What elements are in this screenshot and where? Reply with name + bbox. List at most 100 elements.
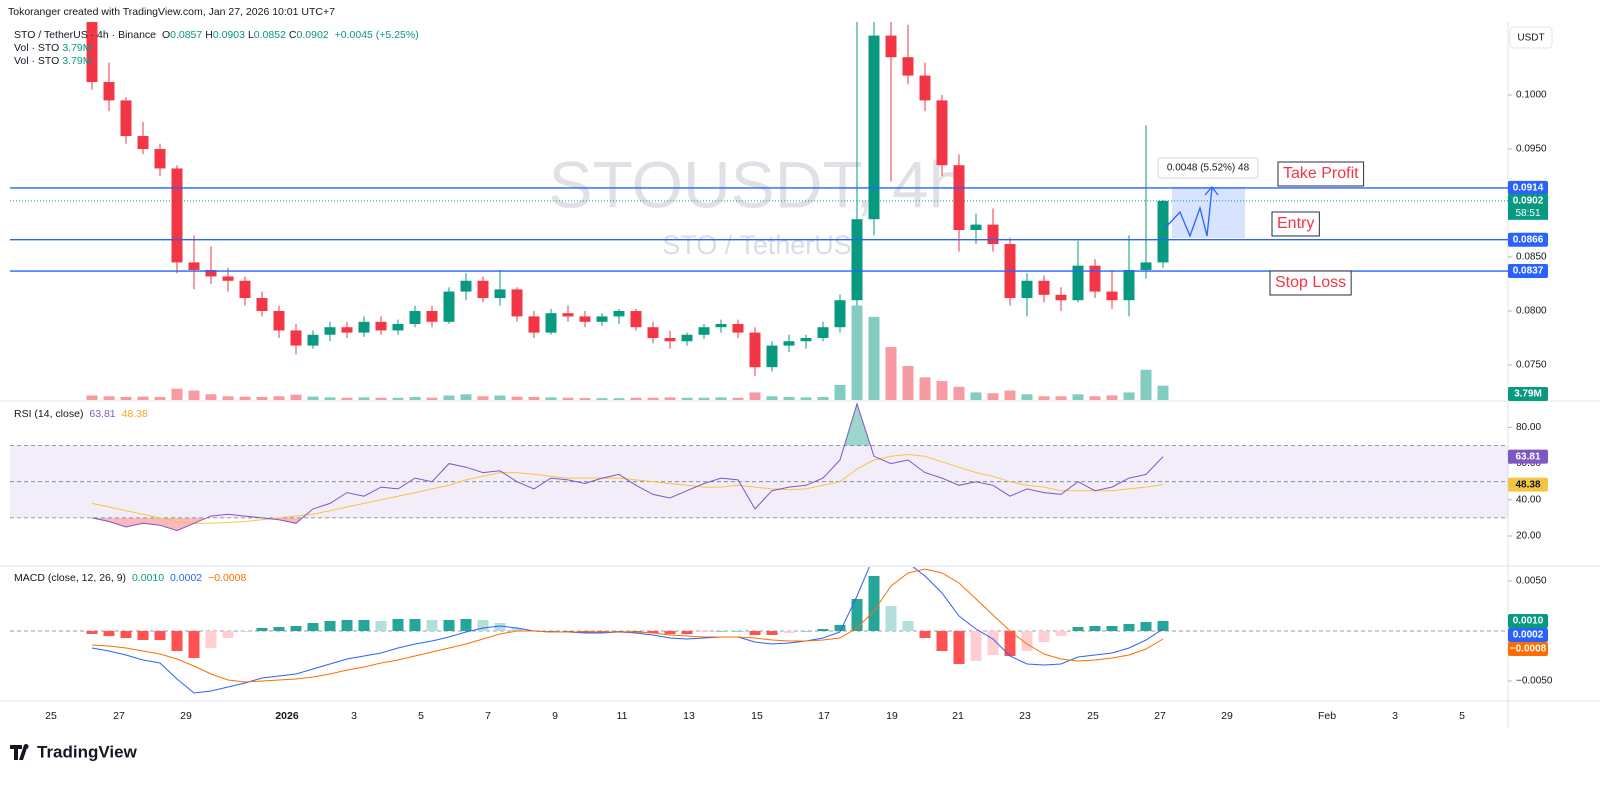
ohlc-key: H: [205, 29, 213, 41]
currency-button[interactable]: [1509, 26, 1553, 49]
macd-hist-bar: [1072, 627, 1084, 631]
candle-body: [834, 300, 846, 328]
volume-bar: [596, 398, 608, 400]
macd-hist-bar: [392, 619, 404, 631]
y-tick-label: 0.0950: [1516, 144, 1547, 155]
volume-value: 3.79M: [62, 42, 92, 54]
volume-bar: [851, 305, 863, 400]
candle-body: [1089, 265, 1101, 292]
volume-legend-row: Vol · STO 3.79M: [14, 42, 422, 55]
candle-body: [681, 334, 693, 342]
x-tick-label: 19: [886, 710, 898, 722]
x-tick-label: 11: [617, 710, 628, 722]
rsi-legend: RSI (14, close) 63.81 48.38: [14, 408, 151, 421]
volume-bar: [647, 397, 659, 400]
macd-hist-bar: [715, 631, 727, 632]
x-tick-label: 3: [351, 710, 357, 722]
x-tick-label: 25: [45, 710, 57, 722]
ohlc-value: 0.0903: [212, 29, 245, 41]
volume-bar: [409, 396, 421, 400]
candle-body: [341, 327, 353, 333]
volume-bar: [443, 395, 455, 400]
macd-hist-bar: [477, 620, 489, 631]
macd-hist-bar: [307, 623, 319, 631]
ohlc-key: C: [288, 29, 297, 41]
x-tick-label: 5: [418, 710, 424, 722]
candle-body: [375, 321, 387, 331]
candle-body: [596, 316, 608, 322]
candle-body: [732, 323, 744, 333]
macd-hist-bar: [919, 631, 931, 638]
y-tick-label: 60.00: [1516, 458, 1541, 469]
macd-hist-bar: [783, 631, 795, 633]
macd-hist-bar: [1089, 626, 1101, 631]
volume-bar: [86, 395, 98, 400]
macd-hist-bar: [749, 631, 761, 635]
candle-body: [1123, 269, 1135, 301]
macd-hist-bar: [936, 631, 948, 651]
candle-body: [664, 338, 676, 342]
macd-hist-bar: [460, 619, 472, 631]
volume-bar: [392, 397, 404, 400]
volume-bar: [919, 377, 931, 400]
candle-body: [290, 330, 302, 346]
volume-bar: [902, 365, 914, 400]
volume-tag-bg: [1508, 387, 1548, 401]
macd-hist-bar: [800, 631, 812, 632]
countdown: 58:51: [1515, 208, 1540, 219]
macd-hist-bar: [1140, 622, 1152, 631]
volume-bar: [1089, 396, 1101, 400]
candle-body: [1072, 265, 1084, 301]
macd-hist-bar: [222, 631, 234, 638]
candle-body: [273, 311, 285, 331]
volume-bar: [987, 393, 999, 400]
volume-bar: [1038, 396, 1050, 400]
candle-body: [545, 313, 557, 333]
macd-tag-bg: [1508, 628, 1548, 642]
macd-hist-bar: [239, 631, 251, 632]
macd-hist-bar: [834, 625, 846, 631]
measure-box: [1157, 157, 1259, 179]
x-tick-label: 29: [1221, 710, 1233, 722]
candle-body: [443, 291, 455, 322]
volume-bar: [936, 381, 948, 400]
signal-tag-bg: [1508, 642, 1548, 656]
macd-hist-bar: [664, 631, 676, 634]
candle-body: [409, 311, 421, 324]
level-tag: 0.0914: [1513, 183, 1544, 194]
x-tick-label: 25: [1087, 710, 1099, 722]
candle-body: [205, 269, 217, 277]
candle-body: [86, 22, 98, 83]
candle-body: [120, 100, 132, 137]
volume-bar: [664, 397, 676, 400]
volume-bar: [290, 394, 302, 400]
volume-bar: [800, 397, 812, 400]
macd-hist-bar: [987, 631, 999, 655]
change: +0.0045 (+5.25%): [334, 29, 419, 41]
candle-body: [1038, 280, 1050, 295]
volume-bar: [171, 388, 183, 400]
level-label-box: [1271, 211, 1320, 237]
volume-bar: [868, 316, 880, 400]
signal-value: −0.0008: [208, 572, 247, 584]
level-tag: 0.0866: [1513, 234, 1544, 245]
volume-bar: [1004, 390, 1016, 400]
logo-text: TradingView: [37, 742, 138, 761]
macd-pane: [10, 567, 1508, 694]
attribution: Tokoranger created with TradingView.com,…: [8, 6, 335, 18]
candle-body: [953, 165, 965, 231]
macd-legend: MACD (close, 12, 26, 9) 0.0010 0.0002 −0…: [14, 572, 249, 585]
symbol: STO / TetherUS · 4h · Binance: [14, 29, 157, 41]
hist-tag: 0.0010: [1513, 616, 1544, 627]
volume-bar: [103, 396, 115, 400]
y-tick-label: 0.0800: [1516, 306, 1547, 317]
x-tick-label: 7: [485, 710, 491, 722]
volume-bar: [1157, 385, 1169, 400]
macd-hist-bar: [1038, 631, 1050, 642]
macd-hist-bar: [562, 631, 574, 632]
macd-hist-bar: [443, 620, 455, 631]
volume-bar: [1072, 394, 1084, 400]
candle-body: [1106, 291, 1118, 301]
level-tag-bg: [1508, 264, 1548, 279]
candle-body: [256, 298, 268, 312]
